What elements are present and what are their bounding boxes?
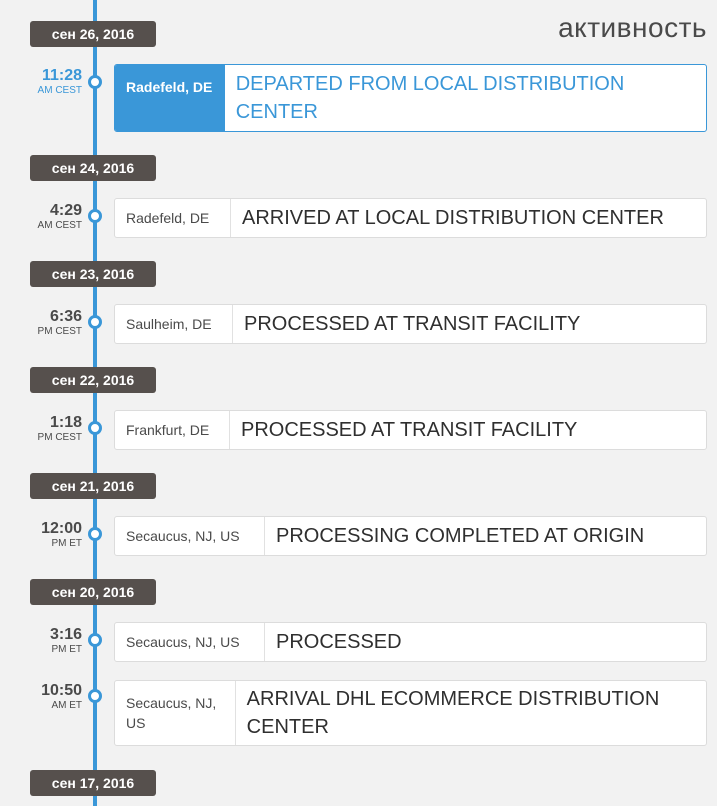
timeline-dot (88, 633, 102, 647)
event-status: DEPARTED FROM LOCAL DISTRIBUTION CENTER (235, 73, 625, 123)
event-time-zone: AM ET (51, 700, 82, 711)
date-badge: сен 22, 2016 (30, 367, 156, 393)
timeline-dot (88, 689, 102, 703)
event-time: 12:00 PM ET (8, 520, 82, 550)
event-location: Saulheim, DE (115, 305, 233, 343)
date-badge: сен 17, 2016 (30, 770, 156, 796)
event-time-zone: PM ET (51, 644, 82, 655)
timeline-dot (88, 75, 102, 89)
event-time: 11:28 AM CEST (8, 67, 82, 97)
event-card[interactable]: Frankfurt, DE PROCESSED AT TRANSIT FACIL… (114, 410, 707, 450)
event-status: ARRIVED AT LOCAL DISTRIBUTION CENTER (242, 207, 664, 229)
timeline-dot (88, 315, 102, 329)
event-time-value: 3:16 (49, 626, 82, 643)
event-time-value: 11:28 (41, 67, 82, 84)
event-status: PROCESSED (276, 631, 402, 653)
date-badge: сен 24, 2016 (30, 155, 156, 181)
event-status: PROCESSED AT TRANSIT FACILITY (241, 419, 578, 441)
event-card[interactable]: Secaucus, NJ, US PROCESSING COMPLETED AT… (114, 516, 707, 556)
event-status: ARRIVAL DHL ECOMMERCE DISTRIBUTION CENTE… (246, 688, 660, 738)
event-location: Secaucus, NJ, US (115, 681, 236, 745)
date-badge: сен 20, 2016 (30, 579, 156, 605)
event-status: PROCESSED AT TRANSIT FACILITY (244, 313, 581, 335)
timeline-line (93, 0, 97, 806)
event-card[interactable]: Saulheim, DE PROCESSED AT TRANSIT FACILI… (114, 304, 707, 344)
event-time: 4:29 AM CEST (8, 202, 82, 232)
event-location: Radefeld, DE (115, 65, 225, 131)
event-card-active[interactable]: Radefeld, DE DEPARTED FROM LOCAL DISTRIB… (114, 64, 707, 132)
event-time-zone: PM CEST (37, 326, 82, 337)
event-location: Secaucus, NJ, US (115, 517, 265, 555)
date-badge: сен 21, 2016 (30, 473, 156, 499)
event-location: Frankfurt, DE (115, 411, 230, 449)
event-card[interactable]: Secaucus, NJ, US ARRIVAL DHL ECOMMERCE D… (114, 680, 707, 746)
event-location: Radefeld, DE (115, 199, 231, 237)
event-time: 3:16 PM ET (8, 626, 82, 656)
timeline-dot (88, 527, 102, 541)
date-badge: сен 23, 2016 (30, 261, 156, 287)
event-time-value: 12:00 (41, 520, 82, 537)
event-time: 1:18 PM CEST (8, 414, 82, 444)
event-time: 10:50 AM ET (8, 682, 82, 712)
event-time: 6:36 PM CEST (8, 308, 82, 338)
date-badge: сен 26, 2016 (30, 21, 156, 47)
event-card[interactable]: Radefeld, DE ARRIVED AT LOCAL DISTRIBUTI… (114, 198, 707, 238)
event-time-zone: PM CEST (37, 432, 82, 443)
event-status: PROCESSING COMPLETED AT ORIGIN (276, 525, 645, 547)
event-location: Secaucus, NJ, US (115, 623, 265, 661)
event-time-zone: PM ET (51, 538, 82, 549)
event-time-zone: AM CEST (37, 220, 82, 231)
activity-heading: активность (558, 12, 707, 43)
event-card[interactable]: Secaucus, NJ, US PROCESSED (114, 622, 707, 662)
timeline-dot (88, 209, 102, 223)
event-time-zone: AM CEST (37, 85, 82, 96)
timeline-dot (88, 421, 102, 435)
event-time-value: 1:18 (49, 414, 82, 431)
event-time-value: 10:50 (41, 682, 82, 699)
event-time-value: 4:29 (49, 202, 82, 219)
event-time-value: 6:36 (49, 308, 82, 325)
